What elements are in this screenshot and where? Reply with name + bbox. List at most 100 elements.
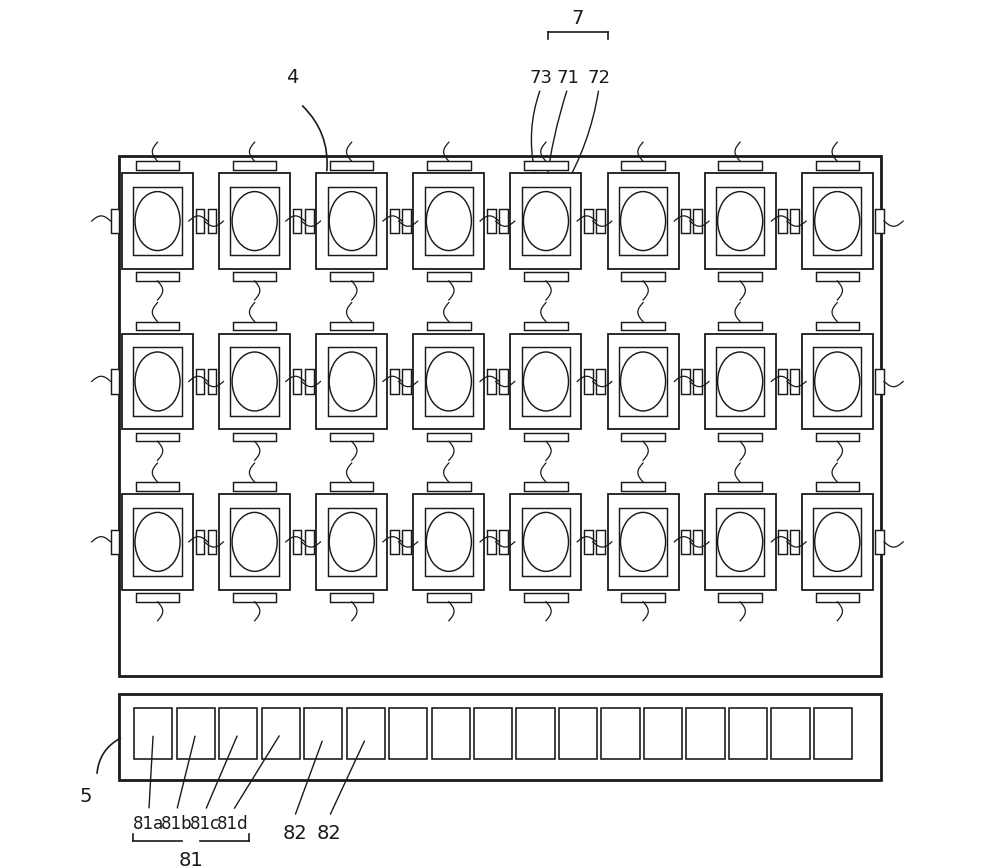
Bar (425, 186, 473, 256)
Bar (390, 369, 399, 394)
Bar (328, 507, 376, 577)
Bar (802, 173, 873, 269)
Bar (119, 156, 881, 676)
Ellipse shape (329, 512, 374, 571)
Bar (524, 593, 568, 602)
Bar (427, 161, 471, 170)
Bar (608, 334, 679, 429)
Bar (621, 161, 665, 170)
Bar (219, 708, 257, 759)
Bar (136, 322, 179, 330)
Bar (686, 708, 725, 759)
Bar (584, 209, 593, 233)
Bar (136, 433, 179, 441)
Bar (718, 322, 762, 330)
Bar (305, 369, 314, 394)
Ellipse shape (815, 352, 860, 411)
Bar (705, 173, 776, 269)
Bar (402, 209, 411, 233)
Bar (330, 161, 373, 170)
Bar (718, 272, 762, 281)
Ellipse shape (232, 512, 277, 571)
Bar (524, 272, 568, 281)
Ellipse shape (718, 192, 763, 251)
Bar (219, 173, 290, 269)
Bar (111, 209, 119, 233)
Bar (119, 694, 881, 780)
Bar (413, 334, 484, 429)
Bar (233, 593, 276, 602)
Bar (524, 482, 568, 491)
Bar (136, 161, 179, 170)
Bar (425, 347, 473, 416)
Bar (816, 593, 859, 602)
Text: 81a: 81a (133, 815, 164, 833)
Bar (293, 209, 301, 233)
Bar (729, 708, 767, 759)
Bar (487, 530, 496, 554)
Bar (705, 494, 776, 590)
Bar (644, 708, 682, 759)
Bar (219, 494, 290, 590)
Bar (693, 530, 702, 554)
Bar (875, 530, 884, 554)
Bar (705, 334, 776, 429)
Ellipse shape (232, 192, 277, 251)
Bar (510, 494, 581, 590)
Bar (133, 507, 182, 577)
Bar (584, 369, 593, 394)
Bar (413, 494, 484, 590)
Ellipse shape (426, 192, 471, 251)
Text: 73: 73 (529, 68, 552, 87)
Bar (619, 347, 667, 416)
Ellipse shape (135, 192, 180, 251)
Bar (718, 482, 762, 491)
Bar (304, 708, 342, 759)
Bar (790, 209, 799, 233)
Text: 72: 72 (587, 68, 610, 87)
Bar (790, 369, 799, 394)
Bar (233, 433, 276, 441)
Bar (813, 507, 861, 577)
Bar (510, 173, 581, 269)
Bar (208, 209, 216, 233)
Bar (196, 209, 204, 233)
Ellipse shape (815, 512, 860, 571)
Bar (293, 369, 301, 394)
Bar (681, 530, 690, 554)
Bar (524, 322, 568, 330)
Bar (330, 272, 373, 281)
Ellipse shape (329, 352, 374, 411)
Bar (499, 209, 508, 233)
Ellipse shape (232, 352, 277, 411)
Bar (347, 708, 385, 759)
Bar (305, 530, 314, 554)
Bar (487, 209, 496, 233)
Bar (619, 186, 667, 256)
Bar (133, 347, 182, 416)
Bar (596, 530, 605, 554)
Bar (790, 530, 799, 554)
Bar (330, 322, 373, 330)
Ellipse shape (523, 512, 568, 571)
Text: 5: 5 (79, 787, 92, 806)
Bar (196, 369, 204, 394)
Bar (196, 530, 204, 554)
Bar (619, 507, 667, 577)
Bar (330, 593, 373, 602)
Bar (305, 209, 314, 233)
Bar (771, 708, 810, 759)
Bar (718, 161, 762, 170)
Bar (208, 369, 216, 394)
Ellipse shape (621, 512, 666, 571)
Bar (621, 482, 665, 491)
Bar (716, 507, 764, 577)
Bar (293, 530, 301, 554)
Bar (522, 186, 570, 256)
Ellipse shape (523, 352, 568, 411)
Bar (875, 209, 884, 233)
Bar (136, 482, 179, 491)
Text: 4: 4 (286, 68, 298, 87)
Ellipse shape (426, 512, 471, 571)
Bar (122, 494, 193, 590)
